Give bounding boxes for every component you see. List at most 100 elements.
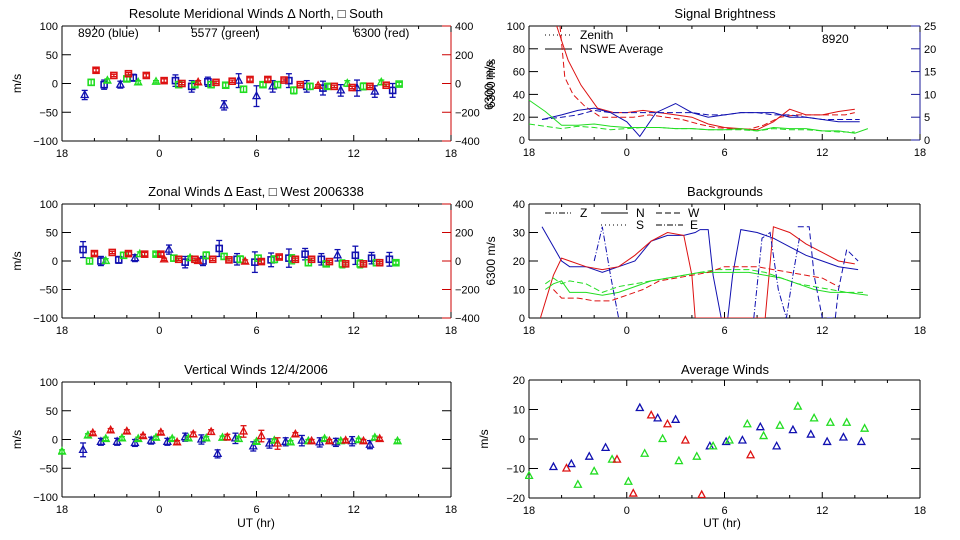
- data-point: [772, 441, 782, 450]
- data-point: [737, 435, 748, 444]
- y2-tick-label: 0: [924, 135, 930, 147]
- series-5577-nswe-average: [528, 99, 869, 134]
- y2-tick-label: 200: [455, 228, 473, 240]
- data-point: [525, 470, 534, 480]
- series-8920-zenith: [541, 109, 860, 120]
- data-point: [307, 435, 317, 445]
- data-point: [724, 435, 734, 444]
- series-5577: [58, 430, 403, 455]
- data-point: [151, 432, 161, 441]
- triangle-marker: [745, 449, 756, 459]
- data-point: [78, 442, 88, 458]
- data-point: [788, 424, 798, 434]
- triangle-marker: [331, 437, 341, 446]
- legend-8920: 8920 (blue): [78, 26, 139, 40]
- y2-axis-label: 6300 m/s: [484, 236, 498, 285]
- data-point: [573, 479, 583, 488]
- triangle-marker: [640, 448, 650, 457]
- data-point: [382, 81, 390, 90]
- triangle-marker: [365, 439, 375, 448]
- square-marker: [212, 78, 220, 87]
- triangle-marker: [213, 448, 223, 458]
- data-point: [775, 420, 785, 429]
- legend-n-label: N: [636, 206, 645, 220]
- y2-axis-label: 6300 m/s: [484, 59, 498, 108]
- data-point: [721, 436, 731, 446]
- legend-zenith-label: Zenith: [580, 28, 613, 42]
- x-tick-label: 6: [721, 325, 727, 337]
- triangle-marker: [117, 432, 127, 442]
- triangle-marker: [772, 441, 782, 450]
- data-point: [124, 69, 133, 78]
- triangle-marker: [188, 428, 198, 438]
- square-marker: [366, 82, 374, 91]
- series-6300: [92, 66, 390, 92]
- data-point: [234, 73, 244, 89]
- y-tick-label: 80: [513, 44, 525, 56]
- triangle-marker: [290, 428, 300, 438]
- triangle-marker: [584, 451, 594, 460]
- data-point: [646, 410, 656, 419]
- data-point: [289, 86, 298, 95]
- data-point: [174, 255, 183, 264]
- square-marker: [348, 83, 356, 92]
- y-tick-label: −100: [33, 492, 58, 504]
- triangle-marker: [347, 435, 357, 445]
- data-line: [753, 231, 800, 318]
- data-point: [392, 258, 400, 267]
- data-point: [257, 257, 266, 266]
- legend-s-label: S: [636, 218, 644, 232]
- x-tick-label: 6: [253, 325, 259, 337]
- data-point: [124, 249, 133, 258]
- y-tick-label: −50: [39, 463, 58, 475]
- data-point: [108, 248, 117, 257]
- x-tick-label: 18: [445, 325, 457, 337]
- x-tick-label: 0: [156, 148, 162, 160]
- square-marker: [225, 256, 233, 264]
- square-marker: [152, 250, 160, 258]
- data-point: [806, 429, 816, 438]
- data-point: [301, 247, 309, 261]
- series-6300: [90, 248, 384, 268]
- data-point: [341, 435, 351, 444]
- y2-tick-label: 200: [455, 50, 473, 62]
- data-point: [240, 256, 250, 265]
- y-tick-label: 20: [513, 256, 525, 268]
- triangle-marker: [133, 76, 143, 86]
- x-tick-label: 6: [253, 148, 259, 160]
- triangle-marker: [151, 432, 161, 441]
- data-point: [860, 423, 870, 432]
- triangle-marker: [269, 435, 279, 444]
- triangle-marker: [164, 244, 174, 253]
- series-5577-n: [545, 271, 868, 296]
- data-point: [106, 424, 116, 434]
- triangle-marker: [742, 418, 752, 428]
- triangle-marker: [336, 435, 346, 445]
- triangle-marker: [370, 86, 380, 95]
- data-point: [375, 258, 384, 267]
- panel-title: Vertical Winds 12/4/2006: [184, 362, 328, 377]
- y-tick-label: 40: [513, 199, 525, 211]
- x-tick-label: 18: [914, 325, 926, 337]
- data-point: [160, 76, 168, 85]
- square-marker: [351, 251, 360, 260]
- triangle-marker: [115, 79, 125, 88]
- series-6300-zenith: [559, 26, 855, 131]
- y-tick-label: 50: [46, 406, 58, 418]
- triangle-marker: [159, 253, 169, 263]
- series-5577: [525, 401, 870, 488]
- axes: 18 0 6 12 18 100 50 0 −50 −100 m/s: [10, 377, 457, 516]
- data-point: [566, 458, 576, 468]
- square-marker: [367, 254, 376, 262]
- data-point: [395, 80, 403, 88]
- data-point: [256, 429, 266, 443]
- y-tick-label: 0: [519, 434, 525, 446]
- data-point: [825, 417, 835, 426]
- triangle-marker: [548, 461, 559, 471]
- square-marker: [90, 249, 99, 258]
- legend-5577: 5577 (green): [191, 26, 260, 40]
- data-point: [280, 76, 288, 84]
- data-point: [584, 451, 594, 460]
- y-tick-label: 10: [513, 285, 525, 297]
